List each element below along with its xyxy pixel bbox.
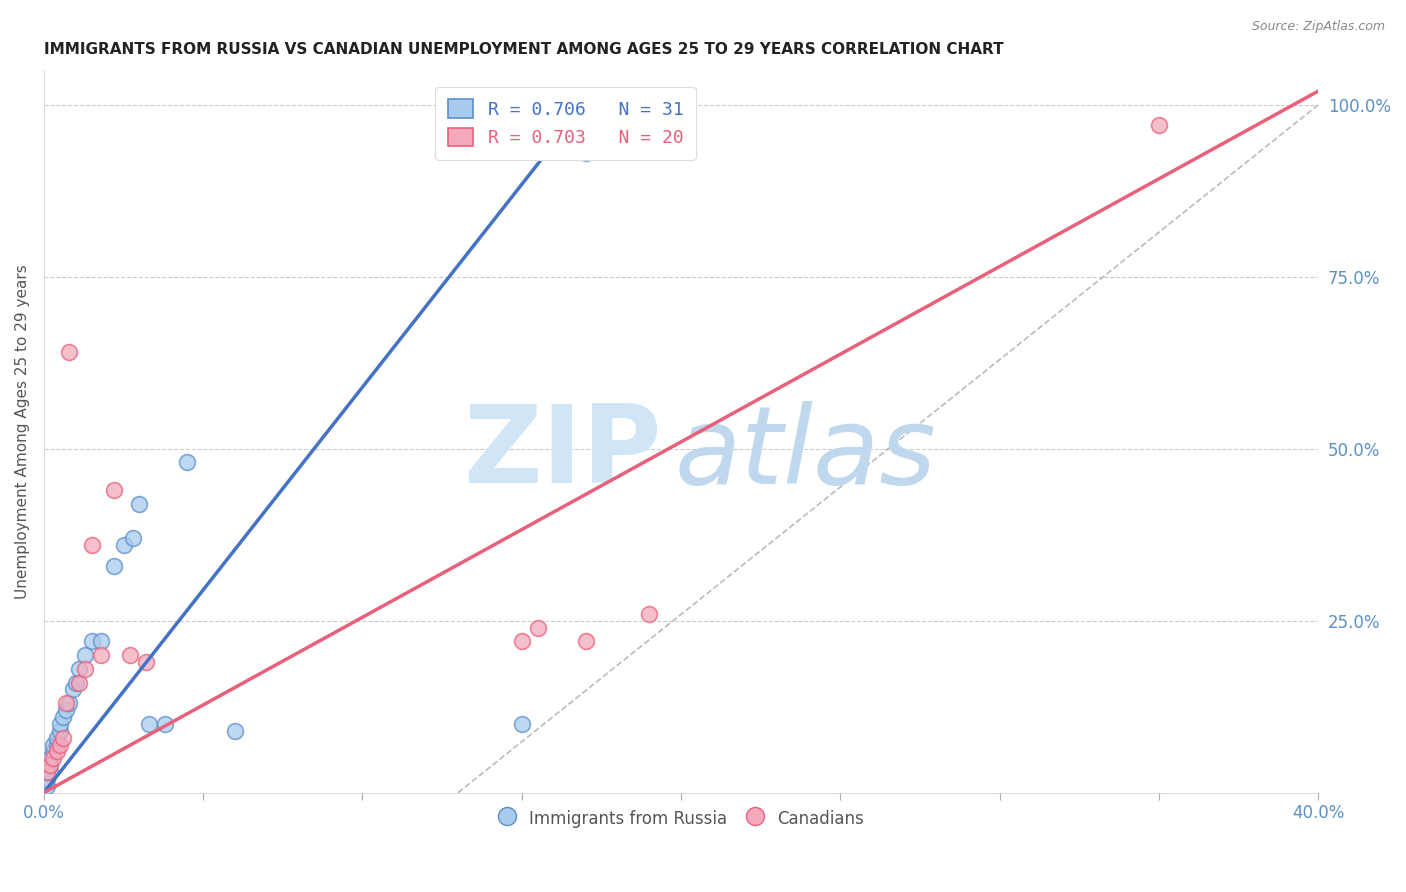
Point — [638, 607, 661, 621]
Point — [510, 717, 533, 731]
Point — [574, 634, 596, 648]
Point — [103, 483, 125, 497]
Point — [58, 345, 80, 359]
Point — [112, 538, 135, 552]
Text: atlas: atlas — [675, 401, 936, 506]
Point — [118, 648, 141, 662]
Point — [42, 744, 65, 758]
Point — [49, 717, 72, 731]
Point — [45, 744, 67, 758]
Point — [55, 703, 77, 717]
Point — [49, 723, 72, 738]
Point — [35, 764, 58, 779]
Point — [39, 758, 62, 772]
Point — [122, 531, 145, 545]
Point — [80, 538, 103, 552]
Point — [52, 731, 75, 745]
Point — [52, 710, 75, 724]
Point — [67, 662, 90, 676]
Point — [39, 764, 62, 779]
Point — [103, 558, 125, 573]
Point — [58, 696, 80, 710]
Point — [1147, 119, 1170, 133]
Point — [35, 764, 58, 779]
Point — [39, 751, 62, 765]
Point — [35, 772, 58, 786]
Point — [55, 696, 77, 710]
Legend: Immigrants from Russia, Canadians: Immigrants from Russia, Canadians — [492, 801, 870, 835]
Y-axis label: Unemployment Among Ages 25 to 29 years: Unemployment Among Ages 25 to 29 years — [15, 264, 30, 599]
Point — [90, 648, 112, 662]
Point — [75, 648, 97, 662]
Point — [135, 655, 157, 669]
Point — [75, 662, 97, 676]
Point — [80, 634, 103, 648]
Point — [49, 738, 72, 752]
Point — [42, 738, 65, 752]
Text: IMMIGRANTS FROM RUSSIA VS CANADIAN UNEMPLOYMENT AMONG AGES 25 TO 29 YEARS CORREL: IMMIGRANTS FROM RUSSIA VS CANADIAN UNEMP… — [44, 42, 1004, 57]
Point — [176, 455, 198, 469]
Point — [35, 779, 58, 793]
Point — [138, 717, 160, 731]
Point — [39, 758, 62, 772]
Point — [574, 145, 596, 160]
Point — [45, 731, 67, 745]
Text: Source: ZipAtlas.com: Source: ZipAtlas.com — [1251, 20, 1385, 33]
Text: ZIP: ZIP — [464, 401, 662, 506]
Point — [526, 621, 548, 635]
Point — [62, 682, 84, 697]
Point — [128, 497, 150, 511]
Point — [153, 717, 176, 731]
Point — [45, 738, 67, 752]
Point — [224, 723, 246, 738]
Point — [65, 675, 87, 690]
Point — [42, 751, 65, 765]
Point — [67, 675, 90, 690]
Point — [90, 634, 112, 648]
Point — [510, 634, 533, 648]
